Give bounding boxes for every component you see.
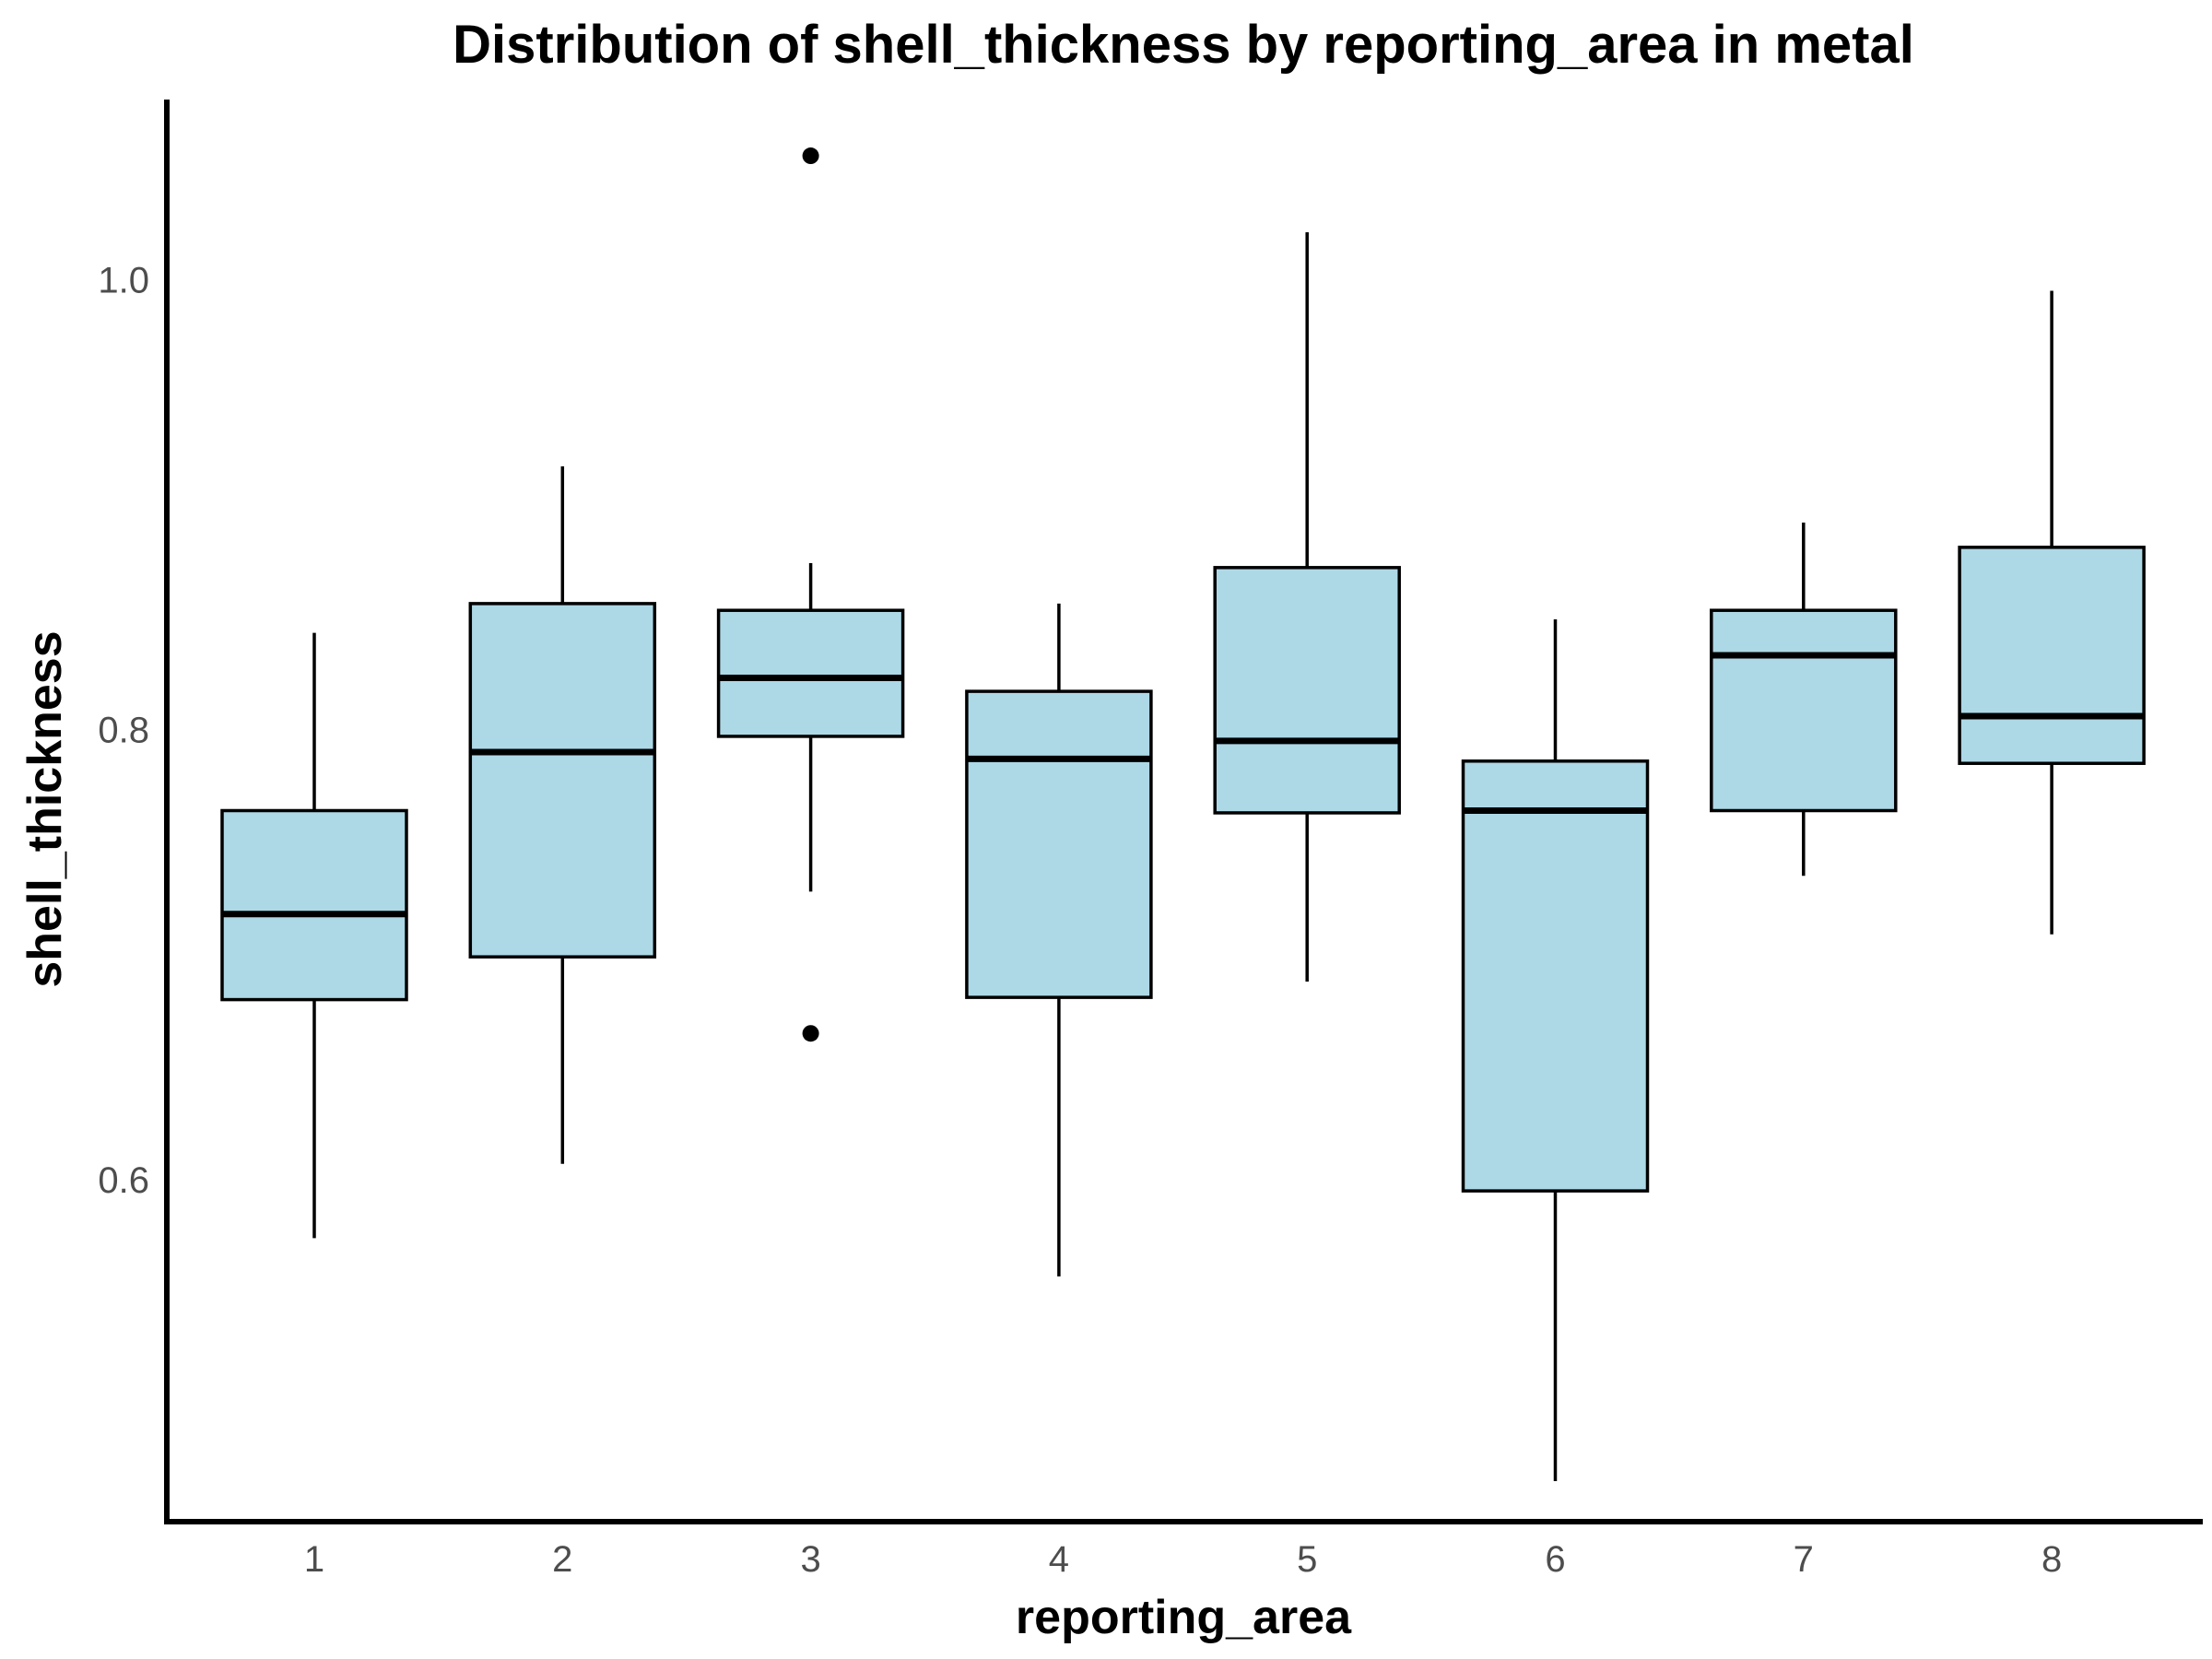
outlier-point [802,147,819,165]
y-axis-ticks: 0.6 0.8 1.0 [98,260,149,1201]
box-iqr [716,608,905,738]
box-iqr [1710,608,1898,813]
plot-area [220,147,2146,1482]
box-iqr [965,689,1153,999]
box-iqr [220,808,408,1002]
box-iqr [468,602,657,959]
x-axis-ticks: 1 2 3 4 5 6 7 8 [304,1539,2062,1580]
box-iqr [1461,759,1650,1193]
box-iqr [1213,566,1401,815]
y-tick-label: 0.6 [98,1160,149,1201]
x-tick-label: 7 [1794,1539,1814,1580]
x-tick-label: 3 [800,1539,820,1580]
outlier-point [802,1025,819,1042]
box-group [1461,618,1650,1482]
y-tick-label: 1.0 [98,260,149,300]
x-tick-label: 2 [552,1539,572,1580]
chart-title: Distribution of shell_thickness by repor… [453,15,1914,75]
x-tick-label: 6 [1545,1539,1565,1580]
box-group [1213,232,1401,982]
box-iqr [1958,546,2146,765]
x-tick-label: 4 [1049,1539,1069,1580]
y-tick-label: 0.8 [98,711,149,751]
box-group [716,147,905,1042]
y-axis-label: shell_thickness [18,630,72,987]
x-tick-label: 5 [1297,1539,1317,1580]
box-group [220,632,408,1239]
box-group [965,603,1153,1277]
box-group [1710,522,1898,877]
box-group [468,465,657,1164]
x-tick-label: 8 [2041,1539,2062,1580]
box-group [1958,290,2146,935]
x-tick-label: 1 [304,1539,324,1580]
x-axis-label: reporting_area [1016,1591,1352,1644]
